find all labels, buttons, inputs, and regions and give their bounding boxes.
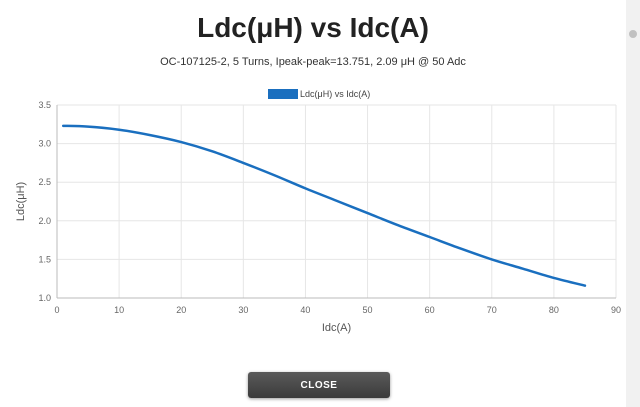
y-tick-label: 1.0 — [38, 293, 51, 303]
legend-label: Ldc(μH) vs Idc(A) — [300, 89, 370, 99]
y-tick-label: 3.5 — [38, 100, 51, 110]
x-tick-label: 80 — [549, 305, 559, 315]
y-axis-label: Ldc(μH) — [15, 182, 27, 221]
dialog-title: Ldc(μH) vs Idc(A) — [197, 12, 429, 43]
chart-area: 0 10 20 30 40 50 60 70 80 90 1.0 1.5 2.0 2.5 3.0 3.5 Ld… — [15, 89, 621, 334]
x-tick-label: 90 — [611, 305, 621, 315]
y-tick-label: 2.0 — [38, 216, 51, 226]
x-tick-label: 30 — [238, 305, 248, 315]
dialog-subtitle: OC-107125-2, 5 Turns, Ipeak-peak=13.751,… — [160, 56, 466, 68]
series-layer — [61, 124, 587, 287]
scrollbar-thumb[interactable] — [629, 30, 637, 38]
x-tick-label: 40 — [300, 305, 310, 315]
tick-labels: 0 10 20 30 40 50 60 70 80 90 1.0 1.5 2.0 2.5 3.0 3.5 — [38, 100, 621, 315]
scrollbar-track[interactable] — [626, 0, 640, 407]
series-line-0 — [61, 124, 587, 287]
chart-dialog: Ldc(μH) vs Idc(A) OC-107125-2, 5 Turns, … — [15, 12, 622, 398]
y-tick-label: 3.0 — [38, 139, 51, 149]
x-tick-label: 50 — [363, 305, 373, 315]
x-tick-label: 70 — [487, 305, 497, 315]
y-tick-label: 1.5 — [38, 254, 51, 264]
y-tick-label: 2.5 — [38, 177, 51, 187]
legend-swatch — [268, 89, 298, 99]
x-tick-label: 0 — [54, 305, 59, 315]
x-tick-label: 60 — [425, 305, 435, 315]
close-button[interactable]: CLOSE — [248, 372, 390, 398]
legend: Ldc(μH) vs Idc(A) — [268, 89, 370, 99]
x-axis-label: Idc(A) — [322, 322, 351, 334]
x-tick-label: 20 — [176, 305, 186, 315]
axes — [56, 105, 616, 299]
x-tick-label: 10 — [114, 305, 124, 315]
